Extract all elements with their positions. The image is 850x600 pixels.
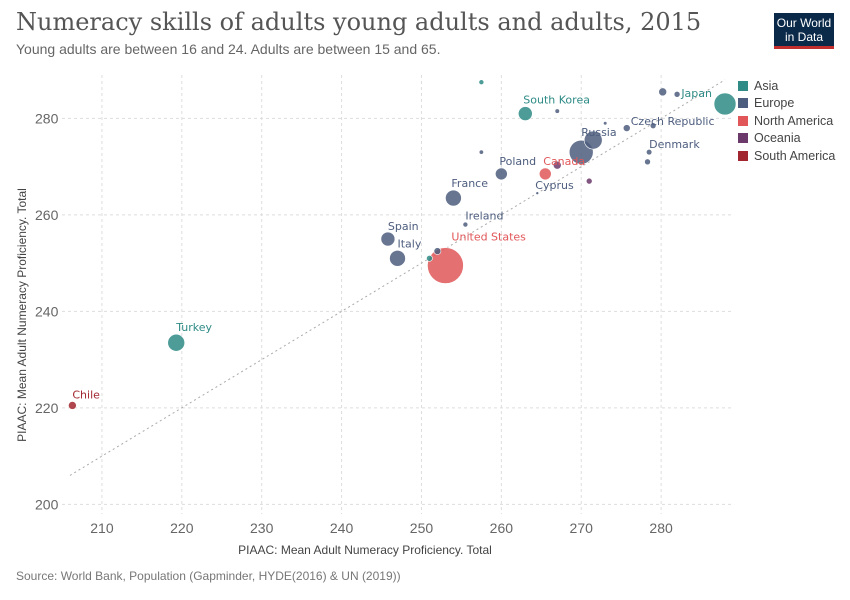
y-tick-label: 200 (35, 496, 59, 512)
legend-item[interactable]: Asia (738, 77, 835, 95)
point-unlabeled[interactable] (673, 90, 681, 98)
source-note: Source: World Bank, Population (Gapminde… (16, 569, 401, 583)
point-label: Japan (680, 87, 712, 100)
x-tick-label: 270 (570, 520, 594, 536)
x-tick-label: 210 (90, 520, 114, 536)
tick-labels: 210 220 230 240 250 260 270 280 200 220 240 260 280 (35, 110, 673, 536)
x-tick-label: 220 (170, 520, 194, 536)
point-unlabeled[interactable] (583, 130, 603, 150)
point-labels: Japan South Korea Czech Republic Russia Denm… (72, 87, 714, 402)
point-unlabeled[interactable] (426, 255, 433, 262)
owid-logo[interactable]: Our World in Data (774, 13, 834, 49)
point-unlabeled[interactable] (552, 160, 562, 170)
point-south-korea[interactable] (518, 106, 533, 121)
point-turkey[interactable] (167, 333, 186, 352)
legend-swatch (738, 133, 748, 144)
point-poland[interactable] (495, 167, 508, 181)
point-label: Denmark (649, 138, 700, 151)
legend-label: South America (754, 148, 836, 163)
point-label: Czech Republic (631, 115, 715, 128)
point-label: Cyprus (535, 179, 574, 192)
point-label: Canada (543, 155, 585, 168)
point-chile[interactable] (68, 401, 77, 410)
legend-swatch (738, 98, 748, 109)
point-denmark[interactable] (646, 149, 653, 156)
legend-label: Oceania (754, 131, 801, 146)
point-unlabeled[interactable] (603, 121, 608, 126)
point-label: Spain (388, 220, 419, 233)
point-label: Turkey (175, 321, 212, 334)
legend[interactable]: Asia Europe North America Oceania South Amer… (738, 77, 835, 165)
legend-label: Asia (754, 78, 779, 93)
y-tick-label: 280 (35, 110, 59, 126)
y-tick-label: 220 (35, 400, 59, 416)
point-label: United States (451, 231, 526, 244)
point-unlabeled[interactable] (658, 87, 668, 97)
point-label: South Korea (523, 94, 590, 107)
point-unlabeled[interactable] (554, 108, 560, 114)
legend-label: Europe (754, 96, 795, 111)
point-ireland[interactable] (462, 221, 469, 228)
legend-swatch (738, 80, 748, 91)
point-italy[interactable] (389, 250, 406, 267)
x-axis-label: PIAAC: Mean Adult Numeracy Proficiency. … (238, 543, 492, 557)
chart-title: Numeracy skills of adults young adults a… (16, 8, 702, 36)
point-unlabeled[interactable] (649, 122, 657, 129)
legend-swatch (738, 150, 748, 161)
point-label: France (451, 177, 488, 190)
reference-line (69, 79, 726, 476)
legend-label: North America (754, 113, 834, 128)
y-tick-label: 260 (35, 207, 59, 223)
point-unlabeled[interactable] (585, 177, 593, 185)
diagonal-reference-line (69, 79, 726, 476)
point-unlabeled[interactable] (644, 158, 651, 166)
point-unlabeled[interactable] (478, 79, 485, 86)
point-label: Russia (581, 126, 616, 139)
legend-item[interactable]: North America (738, 112, 835, 130)
point-label: Italy (398, 237, 422, 250)
point-unlabeled[interactable] (433, 247, 442, 255)
y-tick-label: 240 (35, 303, 59, 319)
point-united-states[interactable] (427, 247, 464, 284)
x-tick-label: 280 (649, 520, 673, 536)
point-france[interactable] (445, 189, 462, 207)
grid-lines (62, 75, 733, 514)
logo-line1: Our World (776, 16, 832, 30)
chart-subtitle: Young adults are between 16 and 24. Adul… (16, 41, 441, 57)
legend-item[interactable]: South America (738, 147, 835, 165)
point-canada[interactable] (538, 167, 552, 181)
point-spain[interactable] (380, 231, 396, 247)
point-label: Chile (72, 388, 100, 401)
legend-swatch (738, 115, 748, 126)
legend-item[interactable]: Europe (738, 95, 835, 113)
legend-item[interactable]: Oceania (738, 130, 835, 148)
x-tick-label: 250 (410, 520, 434, 536)
point-label: Poland (499, 155, 536, 168)
point-unlabeled[interactable] (478, 149, 484, 155)
x-tick-label: 240 (330, 520, 354, 536)
x-tick-label: 260 (490, 520, 514, 536)
point-label: Ireland (465, 210, 503, 223)
x-tick-label: 230 (250, 520, 274, 536)
logo-line2: in Data (784, 30, 824, 44)
data-points[interactable] (68, 79, 737, 410)
y-axis-label: PIAAC: Mean Adult Numeracy Proficiency. … (15, 188, 29, 442)
point-czech-republic[interactable] (622, 124, 631, 132)
point-japan[interactable] (713, 92, 737, 116)
point-cyprus[interactable] (535, 191, 540, 195)
